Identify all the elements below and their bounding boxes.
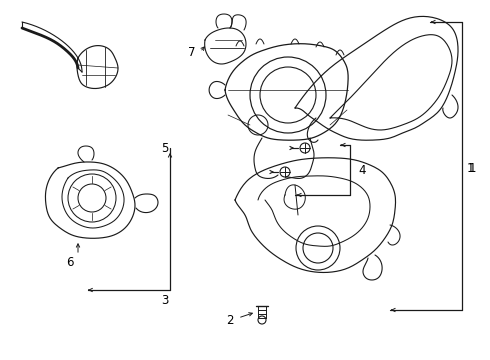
Text: 4: 4	[358, 163, 366, 176]
Text: 2: 2	[226, 315, 234, 328]
Text: 1: 1	[466, 162, 474, 175]
Text: 7: 7	[188, 45, 196, 58]
Text: 3: 3	[161, 293, 169, 306]
Text: 1: 1	[468, 162, 476, 175]
Text: 6: 6	[66, 256, 74, 270]
Text: 5: 5	[161, 141, 168, 154]
